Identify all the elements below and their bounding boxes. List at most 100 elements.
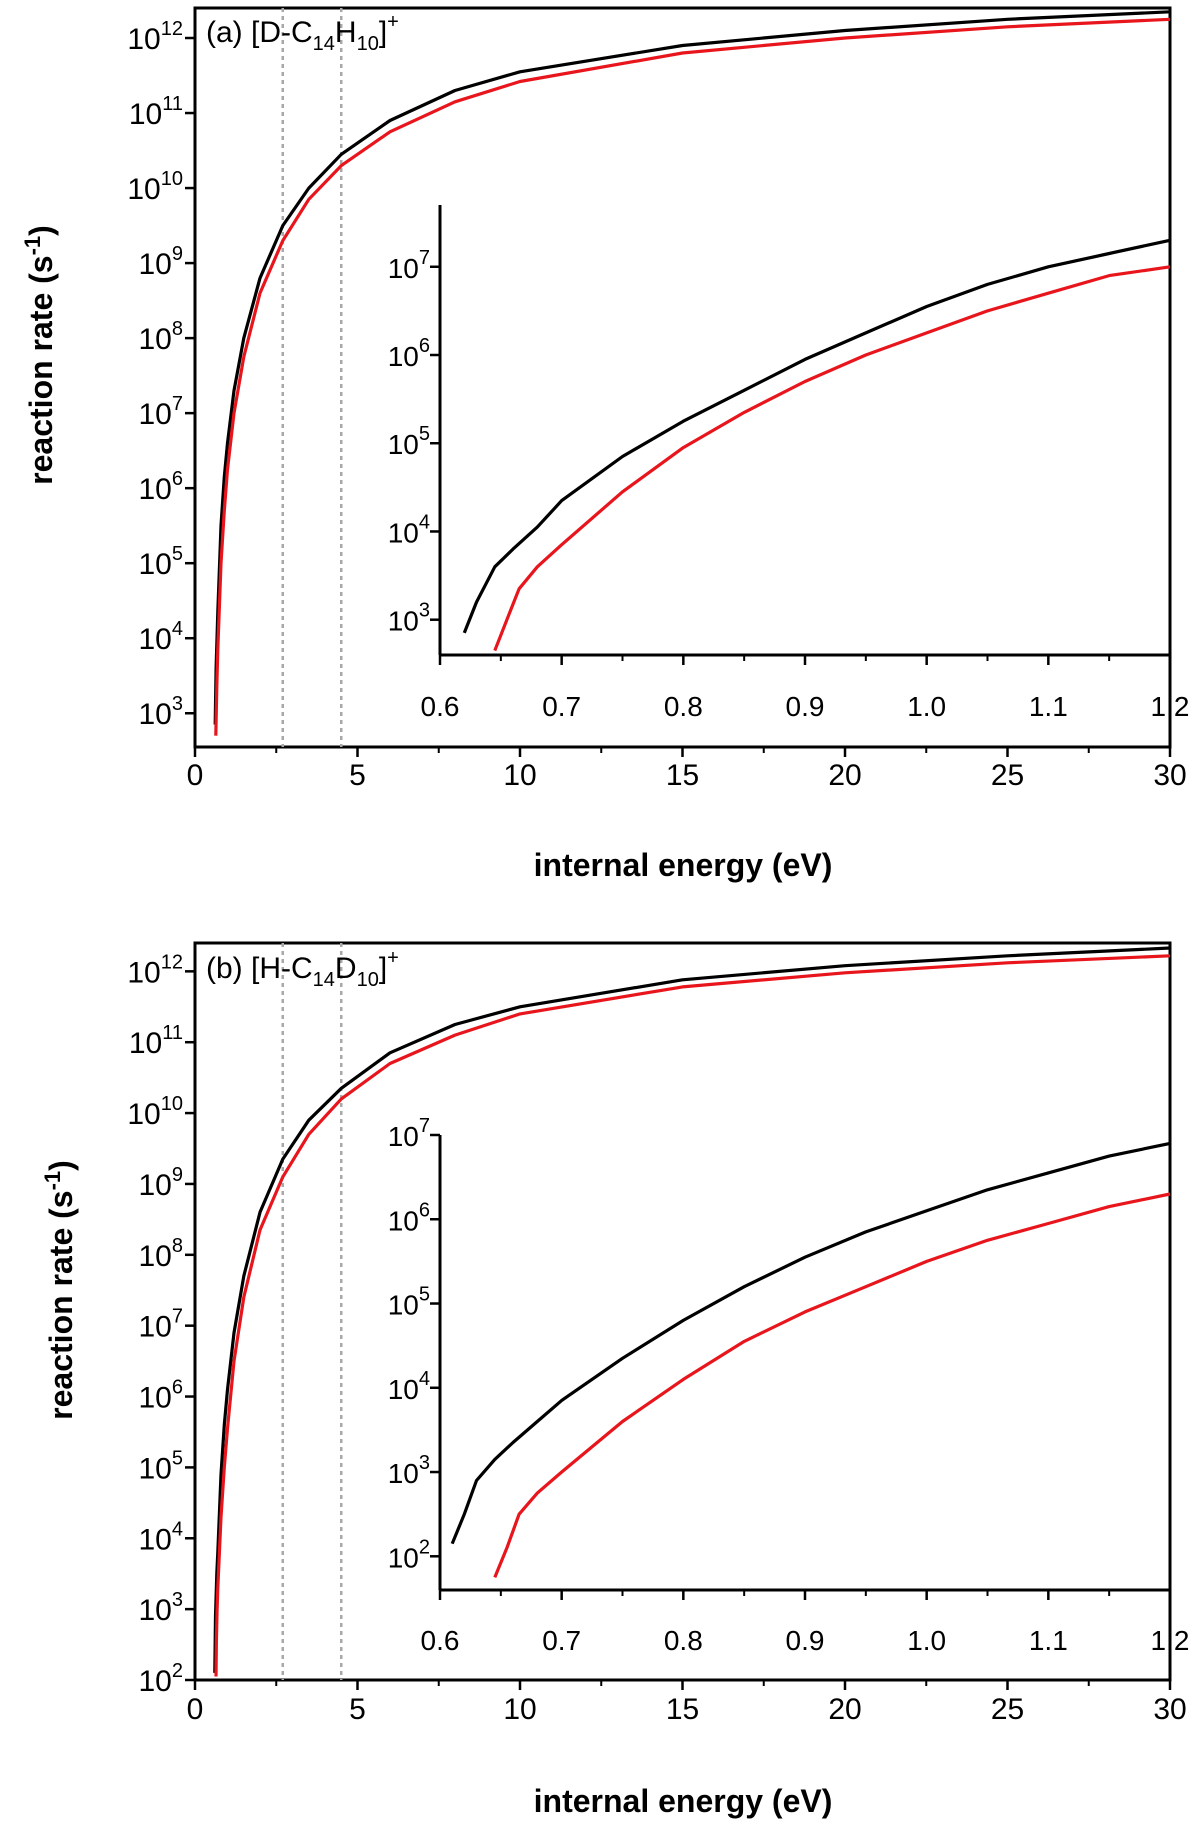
panel-a-label: (a) [D-C14H10]+: [206, 11, 399, 55]
y-tick-label: 109: [139, 1164, 184, 1202]
svg-text:(b) [H-C14D10]+: (b) [H-C14D10]+: [206, 947, 399, 991]
y-tick-label: 1011: [129, 1022, 183, 1060]
y-tick-label: 1012: [127, 951, 183, 989]
x-tick-label: 0: [187, 1693, 204, 1726]
x-tick-label: 1.0: [907, 1625, 946, 1656]
x-tick-label: 30: [1153, 1693, 1186, 1726]
x-tick-label: 0.9: [786, 691, 825, 722]
x-tick-label: 0.6: [421, 1625, 460, 1656]
x-tick-label: 25: [991, 759, 1024, 792]
y-tick-label: 104: [388, 1368, 430, 1405]
x-tick-label: 20: [828, 1693, 861, 1726]
series-line-black: [213, 946, 1171, 1673]
panel-a-sub1: 14: [313, 33, 335, 55]
series-line-red: [214, 954, 1171, 1677]
series-line-red: [214, 17, 1171, 736]
x-tick-label: 15: [666, 1693, 699, 1726]
series-line-black: [450, 1141, 1171, 1545]
y-tick-label: 104: [388, 511, 430, 548]
x-tick-label: 30: [1153, 759, 1186, 792]
inset-a: 0.6 0.7 0.8 0.9 1.0 1.1 1.2 103 104 105 106 107: [388, 205, 1190, 722]
panel-b-sub1: 14: [313, 969, 335, 991]
x-tick-label: 0.8: [664, 1625, 703, 1656]
panel-a-mid: H: [335, 16, 357, 49]
x-tick-label: 0.7: [542, 1625, 581, 1656]
plot-area-a: 0 5 10 15 20 25 301031041051061071081091010101…: [127, 6, 1187, 792]
x-tick-label: 0.7: [542, 691, 581, 722]
y-tick-label: 1012: [127, 18, 183, 56]
y-tick-label: 106: [388, 1199, 430, 1236]
y-tick-label: 102: [388, 1536, 430, 1573]
y-tick-label: 103: [139, 693, 184, 731]
series-line-red: [493, 1192, 1171, 1579]
y-tick-label: 102: [139, 1660, 184, 1698]
y-axis-title-a-sup: -1: [20, 236, 45, 256]
x-tick-label: 5: [349, 759, 366, 792]
panel-a-sub2: 10: [357, 33, 379, 55]
panel-b: 0 5 10 15 20 25 301021031041051061071081091010…: [40, 941, 1190, 1819]
x-tick-label: 1.2: [1151, 1625, 1190, 1656]
y-axis-title-b-close: ): [43, 1160, 79, 1171]
inset-b: 0.6 0.7 0.8 0.9 1.0 1.1 1.2 102 103 104 105 106 107: [388, 1115, 1190, 1656]
y-axis-title-b: reaction rate (s-1): [40, 1160, 79, 1420]
panel-a-label-text: (a) [D-C: [206, 16, 313, 49]
x-axis-title-b: internal energy (eV): [534, 1783, 833, 1819]
panel-a-close: ]: [379, 16, 387, 49]
y-tick-label: 107: [388, 247, 430, 284]
x-tick-label: 1.1: [1029, 691, 1068, 722]
panel-b-sub2: 10: [357, 969, 379, 991]
series-line-red: [493, 265, 1171, 652]
y-axis-title-b-sup: -1: [40, 1171, 65, 1191]
y-tick-label: 103: [388, 1452, 430, 1489]
y-axis-title-a-text: reaction rate (s: [23, 255, 59, 484]
y-tick-label: 1011: [129, 93, 183, 131]
y-tick-label: 105: [388, 423, 430, 460]
y-tick-label: 103: [388, 600, 430, 637]
y-tick-label: 105: [139, 543, 184, 581]
y-tick-label: 109: [139, 243, 184, 281]
y-axis-title-b-text: reaction rate (s: [43, 1190, 79, 1419]
y-tick-label: 107: [139, 1306, 184, 1344]
x-tick-label: 5: [349, 1693, 366, 1726]
x-tick-label: 0.8: [664, 691, 703, 722]
panel-b-close: ]: [379, 952, 387, 985]
y-tick-label: 104: [139, 1518, 184, 1556]
series-line-black: [462, 238, 1171, 634]
x-tick-label: 1.2: [1151, 691, 1190, 722]
x-tick-label: 1.1: [1029, 1625, 1068, 1656]
y-tick-label: 1010: [127, 168, 183, 206]
y-tick-label: 104: [139, 618, 184, 656]
y-tick-label: 105: [139, 1447, 184, 1485]
x-tick-label: 25: [991, 1693, 1024, 1726]
y-tick-label: 108: [139, 318, 184, 356]
x-tick-label: 15: [666, 759, 699, 792]
x-axis-title-a: internal energy (eV): [534, 847, 833, 883]
y-tick-label: 1010: [127, 1093, 183, 1131]
y-tick-label: 107: [388, 1115, 430, 1152]
y-tick-label: 105: [388, 1284, 430, 1321]
panel-b-label: (b) [H-C14D10]+: [206, 947, 399, 991]
x-tick-label: 0.6: [421, 691, 460, 722]
y-tick-label: 106: [388, 335, 430, 372]
y-tick-label: 106: [139, 468, 184, 506]
plot-area-b: 0 5 10 15 20 25 301021031041051061071081091010…: [127, 941, 1187, 1726]
panel-a-sup: +: [387, 11, 399, 33]
y-tick-label: 108: [139, 1235, 184, 1273]
series-line-black: [213, 10, 1171, 725]
y-axis-title-a-close: ): [23, 225, 59, 236]
panel-a: 0 5 10 15 20 25 301031041051061071081091010101…: [20, 6, 1190, 883]
x-tick-label: 1.0: [907, 691, 946, 722]
x-tick-label: 0: [187, 759, 204, 792]
y-tick-label: 107: [139, 393, 184, 431]
panel-b-label-text: (b) [H-C: [206, 952, 313, 985]
y-tick-label: 106: [139, 1377, 184, 1415]
panel-b-sup: +: [387, 947, 399, 969]
x-tick-label: 0.9: [786, 1625, 825, 1656]
y-axis-title-a: reaction rate (s-1): [20, 225, 59, 485]
panel-b-mid: D: [335, 952, 357, 985]
x-tick-label: 10: [503, 1693, 536, 1726]
x-tick-label: 10: [503, 759, 536, 792]
y-tick-label: 103: [139, 1589, 184, 1627]
svg-text:(a) [D-C14H10]+: (a) [D-C14H10]+: [206, 11, 399, 55]
